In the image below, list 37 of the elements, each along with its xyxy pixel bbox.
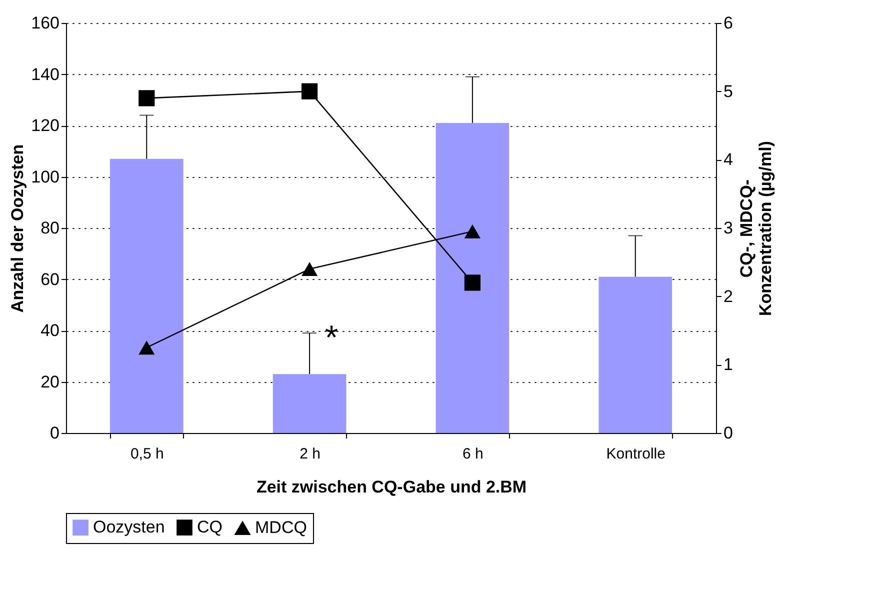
x-tick-label: 2 h	[300, 446, 320, 462]
y-tick-label: 100	[31, 167, 60, 186]
x-axis-title: Zeit zwischen CQ-Gabe und 2.BM	[256, 478, 527, 496]
bar	[436, 122, 510, 433]
legend-label: MDCQ	[255, 518, 307, 538]
y2-tick-label: 6	[724, 14, 733, 32]
y2-tick-label: 4	[724, 150, 733, 170]
bar	[110, 158, 184, 433]
legend-label: Oozysten	[93, 518, 165, 537]
point	[464, 224, 481, 238]
y2-tick-label: 2	[724, 286, 733, 306]
bar	[272, 374, 346, 433]
y-tick-label: 120	[31, 116, 60, 135]
point	[464, 274, 481, 291]
y2-axis-title: CQ-, MDCQ-Konzentration (µg/ml)	[736, 140, 775, 316]
y-tick-label: 20	[40, 372, 60, 392]
y2-tick-label: 5	[724, 82, 733, 101]
x-tick-label: Kontrolle	[606, 446, 666, 462]
y-tick-label: 160	[31, 14, 60, 32]
bar	[598, 276, 672, 433]
point	[138, 90, 155, 106]
y-tick-label: 0	[50, 424, 60, 442]
y2-tick-label: 3	[724, 218, 733, 238]
x-tick-label: 6 h	[462, 446, 484, 462]
y2-tick-label: 1	[724, 355, 733, 374]
point	[301, 262, 318, 276]
y-axis-title: Anzahl der Oozysten	[8, 144, 28, 313]
legend-label: CQ	[197, 518, 222, 537]
y2-tick-label: 0	[724, 424, 733, 442]
y-tick-label: 60	[40, 270, 60, 289]
y-tick-label: 40	[40, 321, 60, 340]
x-tick-label: 0,5 h	[130, 446, 164, 462]
point	[138, 340, 155, 355]
y-tick-label: 140	[31, 64, 60, 84]
point	[301, 83, 318, 100]
y-tick-label: 80	[40, 218, 60, 238]
annotation: *	[324, 319, 338, 358]
